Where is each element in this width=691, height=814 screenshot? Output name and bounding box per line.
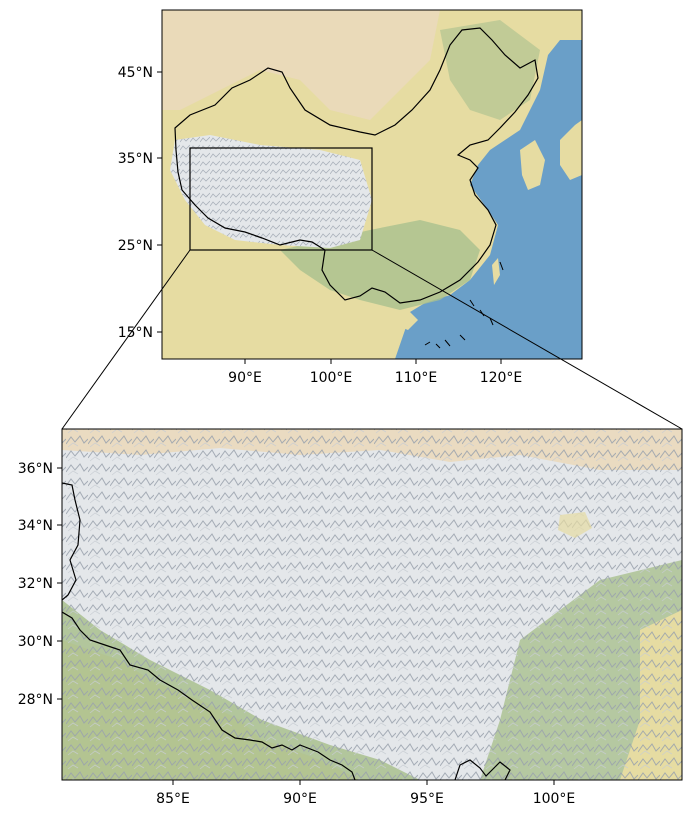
overview-lat-tick-label: 15°N <box>118 325 153 341</box>
overview-forest-north <box>440 20 540 120</box>
overview-lon-tick-label: 110°E <box>395 370 438 386</box>
overview-lat-tick-label: 35°N <box>118 151 153 167</box>
detail-frame <box>61 428 683 781</box>
detail-lon-tick-label: 100°E <box>533 791 576 807</box>
detail-relief <box>62 429 682 780</box>
detail-lon-tick-label: 95°E <box>410 791 444 807</box>
overview-china-border <box>174 27 539 304</box>
detail-map: 36°N 34°N 32°N 30°N 28°N 85°E 90°E 95°E … <box>18 428 683 807</box>
overview-taiwan <box>492 258 500 285</box>
overview-lat-tick-label: 25°N <box>118 238 153 254</box>
overview-lon-tick-label: 120°E <box>480 370 523 386</box>
overview-frame <box>161 9 583 360</box>
detail-lon-tick-label: 85°E <box>156 791 190 807</box>
overview-korea-japan-land <box>520 120 582 190</box>
detail-lat-ticks: 36°N 34°N 32°N 30°N 28°N <box>18 461 62 708</box>
detail-lat-tick-label: 36°N <box>18 461 53 477</box>
detail-lon-tick-label: 90°E <box>283 791 317 807</box>
zoom-connector-right <box>371 249 683 430</box>
detail-lake <box>558 512 592 538</box>
zoom-connector-left <box>61 249 191 430</box>
overview-map: 45°N 35°N 25°N 15°N 90°E 100°E 110°E 120… <box>118 9 583 386</box>
detail-lat-tick-label: 30°N <box>18 634 53 650</box>
detail-border <box>62 482 511 780</box>
zoom-box[interactable] <box>189 147 373 251</box>
overview-hainan <box>398 312 418 330</box>
overview-plateau-relief <box>170 135 372 248</box>
overview-lon-tick-label: 90°E <box>228 370 262 386</box>
overview-lon-ticks: 90°E 100°E 110°E 120°E <box>228 359 522 386</box>
overview-lat-tick-label: 45°N <box>118 65 153 81</box>
detail-lon-ticks: 85°E 90°E 95°E 100°E <box>156 780 575 807</box>
detail-lat-tick-label: 34°N <box>18 518 53 534</box>
overview-desert <box>162 10 440 120</box>
overview-lat-ticks: 45°N 35°N 25°N 15°N <box>118 65 162 341</box>
overview-lon-tick-label: 100°E <box>310 370 353 386</box>
detail-lat-tick-label: 28°N <box>18 692 53 708</box>
detail-lat-tick-label: 32°N <box>18 576 53 592</box>
